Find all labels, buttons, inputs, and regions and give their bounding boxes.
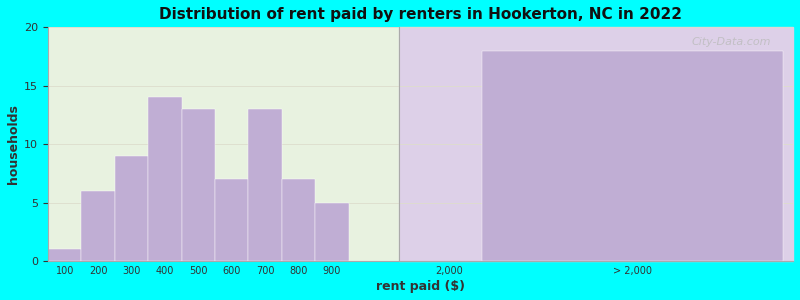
Bar <box>215 179 249 261</box>
X-axis label: rent paid ($): rent paid ($) <box>376 280 465 293</box>
Bar <box>282 179 315 261</box>
Bar <box>249 109 282 261</box>
Bar <box>182 109 215 261</box>
Y-axis label: households: households <box>7 104 20 184</box>
Bar <box>148 98 182 261</box>
Bar <box>82 191 114 261</box>
Bar <box>48 249 82 261</box>
Text: City-Data.com: City-Data.com <box>691 37 770 46</box>
Bar <box>114 156 148 261</box>
Title: Distribution of rent paid by renters in Hookerton, NC in 2022: Distribution of rent paid by renters in … <box>159 7 682 22</box>
Bar <box>482 51 783 261</box>
Bar <box>398 27 793 261</box>
Bar <box>315 202 349 261</box>
